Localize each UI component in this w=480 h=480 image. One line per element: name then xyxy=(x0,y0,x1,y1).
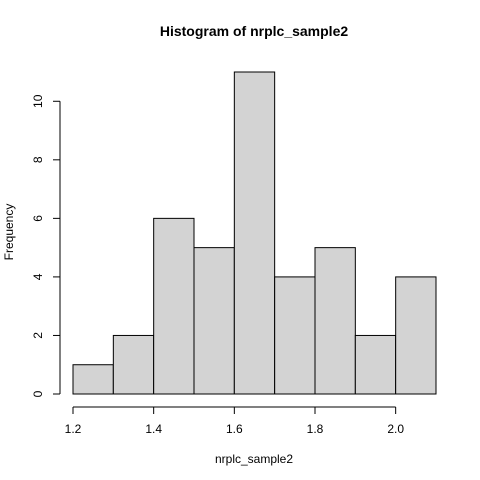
x-axis: 1.2 1.4 1.6 1.8 2.0 xyxy=(65,406,404,436)
histogram-bar xyxy=(314,247,356,395)
histogram-bar xyxy=(72,364,114,395)
x-tick-label: 2.0 xyxy=(387,422,404,436)
histogram-bar xyxy=(233,71,276,395)
histogram-bar xyxy=(112,334,155,395)
histogram-bar xyxy=(153,217,195,395)
x-tick-label: 1.6 xyxy=(226,422,243,436)
y-axis: 0 2 4 6 8 10 xyxy=(31,94,61,397)
chart-title: Histogram of nrplc_sample2 xyxy=(160,23,348,39)
histogram-bar xyxy=(274,276,316,395)
histogram-bar xyxy=(354,334,397,395)
y-tick-label: 8 xyxy=(31,156,45,163)
x-tick-label: 1.2 xyxy=(65,422,82,436)
bars-group xyxy=(72,71,437,395)
y-tick-label: 2 xyxy=(31,332,45,339)
x-tick-label: 1.4 xyxy=(145,422,162,436)
x-axis-label: nrplc_sample2 xyxy=(215,452,293,466)
x-tick-label: 1.8 xyxy=(307,422,324,436)
y-tick-label: 10 xyxy=(31,94,45,108)
y-tick-label: 6 xyxy=(31,215,45,222)
y-tick-label: 0 xyxy=(31,390,45,397)
y-axis-label: Frequency xyxy=(2,204,16,261)
histogram-bar xyxy=(193,247,235,395)
y-tick-label: 4 xyxy=(31,273,45,280)
histogram-bar xyxy=(395,276,437,395)
